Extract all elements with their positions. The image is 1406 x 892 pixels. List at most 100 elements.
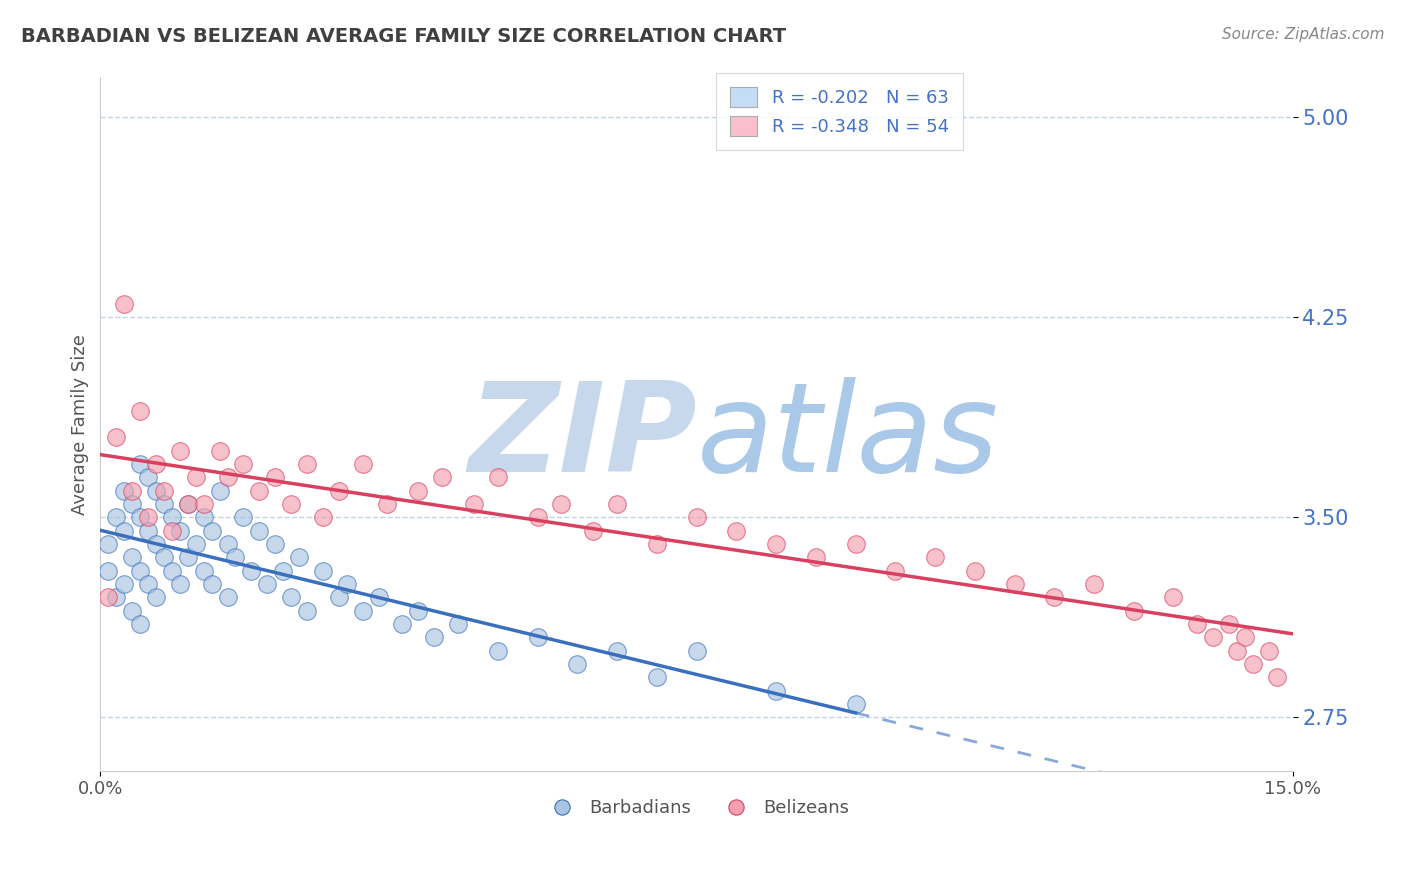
- Point: [232, 510, 254, 524]
- Point: [264, 470, 287, 484]
- Point: [121, 497, 143, 511]
- Point: [240, 564, 263, 578]
- Point: [804, 550, 827, 565]
- Point: [924, 550, 946, 565]
- Point: [177, 497, 200, 511]
- Point: [160, 524, 183, 538]
- Point: [217, 591, 239, 605]
- Point: [160, 564, 183, 578]
- Point: [550, 497, 572, 511]
- Point: [1265, 670, 1288, 684]
- Point: [153, 483, 176, 498]
- Point: [193, 510, 215, 524]
- Point: [193, 497, 215, 511]
- Point: [136, 577, 159, 591]
- Point: [136, 510, 159, 524]
- Point: [725, 524, 748, 538]
- Point: [184, 537, 207, 551]
- Point: [423, 631, 446, 645]
- Point: [145, 591, 167, 605]
- Point: [408, 604, 430, 618]
- Text: ZIP: ZIP: [468, 377, 696, 499]
- Point: [105, 430, 128, 444]
- Point: [280, 497, 302, 511]
- Point: [685, 643, 707, 657]
- Point: [328, 483, 350, 498]
- Point: [224, 550, 246, 565]
- Point: [112, 524, 135, 538]
- Point: [280, 591, 302, 605]
- Point: [1187, 617, 1209, 632]
- Point: [232, 457, 254, 471]
- Point: [844, 697, 866, 711]
- Point: [264, 537, 287, 551]
- Text: atlas: atlas: [696, 377, 998, 499]
- Point: [567, 657, 589, 671]
- Point: [312, 564, 335, 578]
- Point: [391, 617, 413, 632]
- Point: [169, 443, 191, 458]
- Point: [97, 537, 120, 551]
- Point: [295, 457, 318, 471]
- Point: [963, 564, 986, 578]
- Point: [247, 483, 270, 498]
- Point: [408, 483, 430, 498]
- Point: [288, 550, 311, 565]
- Point: [112, 577, 135, 591]
- Point: [201, 524, 224, 538]
- Text: BARBADIAN VS BELIZEAN AVERAGE FAMILY SIZE CORRELATION CHART: BARBADIAN VS BELIZEAN AVERAGE FAMILY SIZ…: [21, 27, 786, 45]
- Point: [129, 617, 152, 632]
- Point: [121, 483, 143, 498]
- Point: [685, 510, 707, 524]
- Point: [112, 483, 135, 498]
- Point: [145, 483, 167, 498]
- Y-axis label: Average Family Size: Average Family Size: [72, 334, 89, 515]
- Legend: Barbadians, Belizeans: Barbadians, Belizeans: [537, 791, 856, 824]
- Point: [582, 524, 605, 538]
- Point: [97, 564, 120, 578]
- Point: [430, 470, 453, 484]
- Point: [145, 457, 167, 471]
- Point: [97, 591, 120, 605]
- Point: [136, 524, 159, 538]
- Point: [169, 577, 191, 591]
- Point: [765, 683, 787, 698]
- Point: [336, 577, 359, 591]
- Point: [765, 537, 787, 551]
- Point: [352, 457, 374, 471]
- Point: [1122, 604, 1144, 618]
- Point: [129, 510, 152, 524]
- Point: [129, 457, 152, 471]
- Point: [295, 604, 318, 618]
- Point: [367, 591, 389, 605]
- Point: [153, 550, 176, 565]
- Point: [1241, 657, 1264, 671]
- Point: [256, 577, 278, 591]
- Point: [105, 510, 128, 524]
- Point: [606, 497, 628, 511]
- Point: [201, 577, 224, 591]
- Point: [129, 564, 152, 578]
- Point: [1218, 617, 1240, 632]
- Point: [247, 524, 270, 538]
- Point: [160, 510, 183, 524]
- Point: [184, 470, 207, 484]
- Text: Source: ZipAtlas.com: Source: ZipAtlas.com: [1222, 27, 1385, 42]
- Point: [375, 497, 398, 511]
- Point: [447, 617, 470, 632]
- Point: [177, 497, 200, 511]
- Point: [1163, 591, 1185, 605]
- Point: [526, 510, 548, 524]
- Point: [352, 604, 374, 618]
- Point: [486, 470, 509, 484]
- Point: [1234, 631, 1257, 645]
- Point: [217, 470, 239, 484]
- Point: [271, 564, 294, 578]
- Point: [136, 470, 159, 484]
- Point: [1043, 591, 1066, 605]
- Point: [217, 537, 239, 551]
- Point: [645, 670, 668, 684]
- Point: [208, 483, 231, 498]
- Point: [153, 497, 176, 511]
- Point: [177, 550, 200, 565]
